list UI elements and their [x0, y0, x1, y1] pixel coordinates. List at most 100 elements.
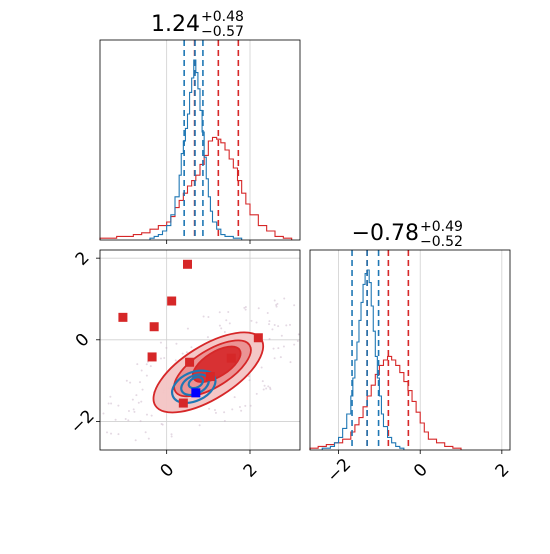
sample-dot: [296, 339, 299, 342]
x-tick-label: 2: [492, 460, 514, 482]
red-point-marker: [183, 259, 192, 269]
sample-dot: [125, 379, 128, 382]
sample-dot: [273, 299, 276, 302]
sample-dot: [247, 375, 250, 378]
sample-dot: [279, 356, 282, 359]
title-param-2-plus: +0.49: [420, 219, 463, 235]
sample-dot: [280, 334, 283, 337]
sample-dot: [131, 398, 134, 401]
plot-frame: [99, 39, 301, 241]
sample-dot: [293, 343, 296, 346]
sample-dot: [174, 359, 177, 362]
sample-dot: [106, 431, 109, 434]
sample-dot: [133, 410, 136, 413]
y-tick-label: 0: [72, 330, 94, 352]
histogram-panel-param-2: −2 0 2: [309, 249, 514, 487]
sample-dot: [261, 380, 264, 383]
y-tick-label: −2: [67, 406, 99, 438]
histogram-panel-param-1: [99, 39, 301, 244]
sample-dot: [132, 408, 135, 411]
sample-dot: [289, 361, 292, 364]
sample-dot: [213, 408, 216, 411]
red-point-marker: [147, 352, 157, 362]
red-point-marker: [253, 333, 263, 343]
sample-dot: [147, 437, 150, 440]
sample-dot: [267, 385, 270, 388]
sample-dot: [277, 325, 280, 328]
title-param-2: −0.78: [352, 221, 419, 246]
sample-dot: [283, 297, 286, 300]
sample-dot: [110, 432, 113, 435]
red-point-marker: [205, 372, 215, 382]
sample-dot: [159, 341, 162, 344]
sample-dot: [206, 336, 209, 339]
sample-dot: [297, 333, 300, 336]
sample-dot: [140, 369, 143, 372]
x-tick-label: 0: [410, 460, 432, 482]
sample-dot: [134, 439, 137, 442]
sample-dot: [114, 418, 117, 421]
sample-dot: [218, 324, 221, 327]
sample-dot: [273, 324, 276, 327]
sample-dot: [276, 302, 279, 305]
sample-dot: [223, 411, 226, 414]
title-param-1: 1.24: [151, 12, 200, 37]
sample-dot: [244, 306, 247, 309]
sample-dot: [277, 347, 280, 350]
sample-dot: [271, 328, 274, 331]
sample-dot: [150, 414, 153, 417]
sample-dot: [244, 404, 247, 407]
sample-dot: [289, 323, 292, 326]
sample-dot: [141, 388, 144, 391]
sample-dot: [186, 327, 189, 330]
sample-dot: [268, 323, 271, 326]
sample-dot: [185, 351, 188, 354]
plot-frame: [309, 249, 511, 451]
sample-dot: [136, 363, 139, 366]
sample-dot: [273, 357, 276, 360]
sample-dot: [161, 423, 164, 426]
sample-dot: [268, 320, 271, 323]
x-tick-label: −2: [323, 455, 355, 487]
sample-dot: [240, 409, 243, 412]
plot-frame: [99, 249, 301, 451]
sample-dot: [250, 319, 253, 322]
sample-dot: [238, 406, 241, 409]
sample-dot: [255, 392, 258, 395]
red-point-marker: [167, 296, 177, 306]
sample-dot: [265, 387, 268, 390]
sample-dot: [102, 412, 105, 415]
red-histogram-line: [309, 355, 462, 450]
sample-dot: [293, 304, 296, 307]
blue-histogram-line: [149, 59, 243, 240]
sample-dot: [275, 305, 278, 308]
sample-dot: [170, 433, 173, 436]
x-tick-label: 2: [240, 460, 262, 482]
sample-dot: [202, 315, 205, 318]
sample-dot: [129, 381, 132, 384]
sample-dot: [138, 381, 141, 384]
sample-dot: [149, 365, 152, 368]
sample-dot: [170, 435, 173, 438]
sample-dot: [127, 409, 130, 412]
sample-dot: [243, 306, 246, 309]
scatter-panel: 0 2 −2 0 2: [67, 248, 301, 482]
sample-dot: [223, 331, 226, 334]
sample-dot: [260, 366, 263, 369]
red-point-marker: [149, 322, 159, 332]
sample-dot: [145, 413, 148, 416]
sample-dot: [272, 347, 275, 350]
sample-dot: [225, 319, 228, 322]
title-param-2-minus: −0.52: [420, 234, 463, 250]
sample-dot: [255, 321, 258, 324]
sample-dot: [107, 402, 110, 405]
sample-dot: [249, 404, 252, 407]
sample-dot: [198, 424, 201, 427]
sample-dot: [266, 312, 269, 315]
sample-dot: [127, 419, 130, 422]
sample-dot: [282, 345, 285, 348]
sample-dot: [248, 379, 251, 382]
sample-dot: [233, 396, 236, 399]
sample-dot: [145, 363, 148, 366]
